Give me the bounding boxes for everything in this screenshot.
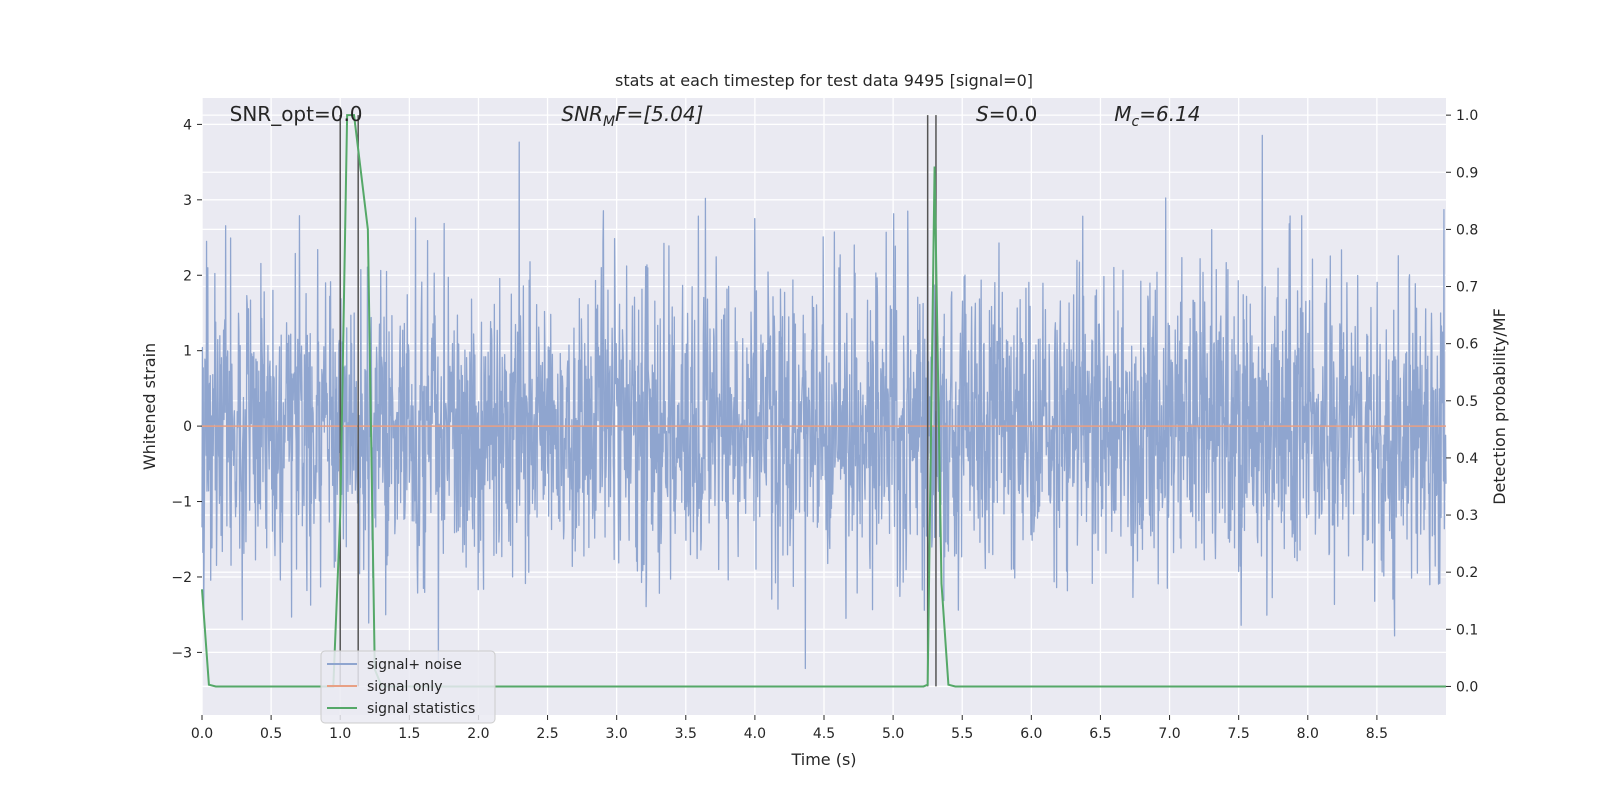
x-tick-label: 5.5 — [951, 726, 973, 742]
x-tick-label: 6.5 — [1089, 726, 1111, 742]
y-left-tick-label: −2 — [171, 570, 192, 586]
y-left-tick-label: 3 — [183, 193, 192, 209]
y-axis-left-label: Whitened strain — [140, 343, 159, 470]
x-tick-label: 3.5 — [675, 726, 697, 742]
y-right-tick-label: 0.5 — [1456, 394, 1478, 410]
y-left-tick-label: 1 — [183, 344, 192, 360]
y-left-tick-label: 2 — [183, 268, 192, 284]
y-axis-right-label: Detection probability/MF — [1490, 308, 1509, 505]
annotations: SNR_opt=0.0 SNRMF=[5.04] S=0.0 Mc=6.14 — [230, 102, 1201, 130]
x-tick-label: 2.0 — [467, 726, 489, 742]
y-right-tick-label: 0.0 — [1456, 679, 1478, 695]
y-right-tick-label: 0.1 — [1456, 622, 1478, 638]
y-left-tick-label: −3 — [171, 645, 192, 661]
legend-label: signal only — [367, 679, 442, 695]
legend-box — [320, 650, 496, 724]
y-left-tick-label: 0 — [183, 419, 192, 435]
x-tick-label: 7.5 — [1228, 726, 1250, 742]
y-left-tick-label: −1 — [171, 495, 192, 511]
x-tick-label: 4.0 — [744, 726, 766, 742]
y-left-tick-label: 4 — [183, 117, 192, 133]
x-tick-label: 3.0 — [606, 726, 628, 742]
annotation-text: Mc=6.14 — [1114, 102, 1200, 130]
x-tick-label: 7.0 — [1158, 726, 1180, 742]
annotation-text: S=0.0 — [976, 102, 1037, 126]
x-tick-label: 1.5 — [398, 726, 420, 742]
y-right-tick-label: 0.2 — [1456, 565, 1478, 581]
x-tick-label: 8.0 — [1297, 726, 1319, 742]
chart-title: stats at each timestep for test data 949… — [615, 71, 1033, 90]
x-axis-label: Time (s) — [790, 750, 856, 769]
line-signal-noise — [201, 134, 1447, 670]
annotation-text: SNRMF=[5.04] — [561, 102, 703, 130]
y-right-tick-label: 1.0 — [1456, 108, 1478, 124]
legend-label: signal+ noise — [367, 657, 462, 673]
x-tick-label: 5.0 — [882, 726, 904, 742]
x-tick-label: 2.5 — [536, 726, 558, 742]
y-right-tick-label: 0.7 — [1456, 280, 1478, 296]
annotation-text: SNR_opt=0.0 — [230, 102, 363, 126]
x-tick-label: 0.5 — [260, 726, 282, 742]
y-right-tick-label: 0.3 — [1456, 508, 1478, 524]
x-tick-label: 8.5 — [1366, 726, 1388, 742]
legend: signal+ noise signal only signal statistic… — [320, 650, 496, 724]
y-right-tick-label: 0.4 — [1456, 451, 1478, 467]
y-right-tick-label: 0.6 — [1456, 337, 1478, 353]
x-tick-label: 0.0 — [191, 726, 213, 742]
axis-ticks: 0.0 0.5 1.0 1.5 2.0 2.5 3.0 3.5 4.0 4.5 5.0 5.5 6.0 6… — [171, 108, 1478, 742]
y-right-tick-label: 0.8 — [1456, 222, 1478, 238]
x-tick-label: 6.0 — [1020, 726, 1042, 742]
series-signal-noise — [201, 134, 1447, 670]
x-tick-label: 1.0 — [329, 726, 351, 742]
y-right-tick-label: 0.9 — [1456, 165, 1478, 181]
legend-label: signal statistics — [367, 701, 475, 717]
x-tick-label: 4.5 — [813, 726, 835, 742]
